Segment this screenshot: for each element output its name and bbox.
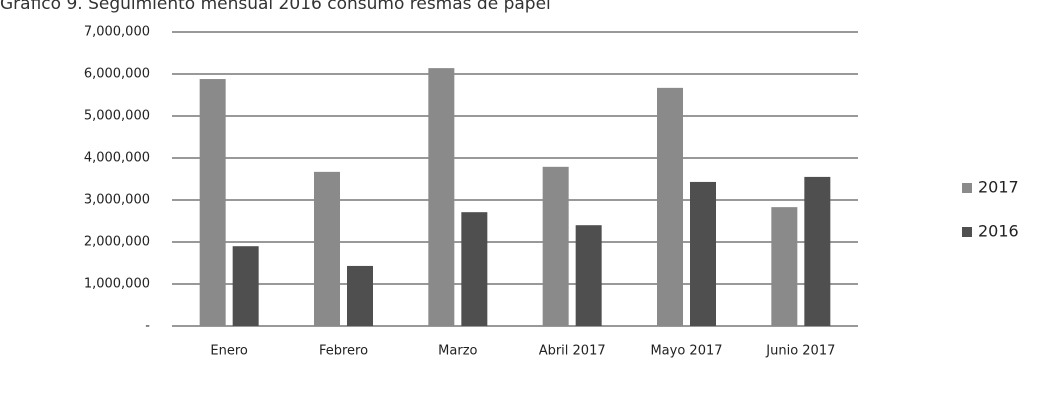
bar — [428, 68, 455, 327]
bar — [575, 225, 602, 326]
y-tick-label: 6,000,000 — [84, 67, 150, 82]
bar — [542, 166, 569, 326]
bar — [461, 212, 488, 326]
legend-swatch — [962, 227, 972, 237]
bar — [771, 207, 798, 326]
bar — [199, 79, 226, 326]
bar — [804, 176, 831, 326]
y-tick-label: 2,000,000 — [84, 235, 150, 250]
y-tick-label: 7,000,000 — [84, 25, 150, 40]
y-tick-label: 3,000,000 — [84, 193, 150, 208]
x-tick-label: Abril 2017 — [539, 344, 606, 359]
bar — [657, 87, 683, 326]
bar — [314, 171, 340, 326]
bar — [690, 181, 716, 326]
x-tick-label: Junio 2017 — [765, 344, 835, 359]
bar — [347, 265, 373, 326]
y-tick-label: 1,000,000 — [84, 277, 150, 292]
y-tick-label: - — [145, 319, 150, 334]
x-tick-label: Marzo — [438, 344, 477, 359]
x-tick-label: Enero — [210, 344, 248, 359]
x-tick-label: Mayo 2017 — [650, 344, 722, 359]
y-tick-label: 5,000,000 — [84, 109, 150, 124]
y-tick-label: 4,000,000 — [84, 151, 150, 166]
x-tick-label: Febrero — [319, 344, 368, 359]
chart-title: Gráfico 9. Seguimiento mensual 2016 cons… — [0, 0, 551, 14]
bar — [232, 246, 259, 326]
legend-label: 2016 — [978, 222, 1019, 241]
legend-label: 2017 — [978, 178, 1019, 197]
legend-swatch — [962, 183, 972, 193]
